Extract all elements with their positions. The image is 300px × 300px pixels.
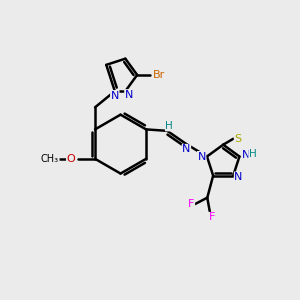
Text: S: S (234, 134, 242, 144)
Text: N: N (125, 90, 133, 100)
Text: H: H (249, 148, 256, 159)
Text: N: N (111, 91, 119, 100)
Text: N: N (242, 150, 250, 160)
Text: F: F (208, 212, 215, 222)
Text: N: N (182, 144, 190, 154)
Text: N: N (234, 172, 243, 182)
Text: O: O (67, 154, 75, 164)
Text: Br: Br (152, 70, 165, 80)
Text: F: F (188, 199, 195, 209)
Text: H: H (165, 121, 173, 131)
Text: N: N (197, 152, 206, 161)
Text: CH₃: CH₃ (41, 154, 59, 164)
